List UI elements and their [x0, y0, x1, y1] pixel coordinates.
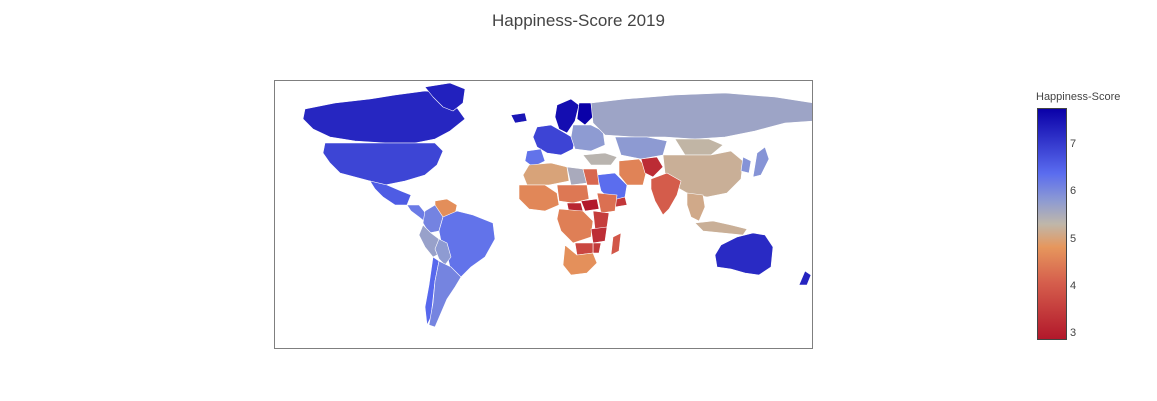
region-iran[interactable]: [618, 158, 648, 186]
region-south-sudan[interactable]: [580, 198, 600, 212]
region-egypt[interactable]: [582, 168, 600, 186]
region-madagascar[interactable]: [610, 232, 622, 256]
region-mongolia[interactable]: [674, 138, 724, 156]
chart-title: Happiness-Score 2019: [492, 11, 665, 30]
region-new-zealand[interactable]: [798, 270, 812, 286]
region-western-europe[interactable]: [532, 124, 576, 156]
region-east-africa[interactable]: [592, 210, 610, 230]
region-australia[interactable]: [714, 232, 774, 276]
region-scandinavia[interactable]: [554, 98, 580, 134]
region-iceland[interactable]: [510, 112, 528, 124]
region-canada[interactable]: [302, 90, 466, 144]
region-ethiopia[interactable]: [596, 192, 618, 214]
region-indonesia[interactable]: [694, 220, 748, 236]
colorbar-tick-label: 7: [1070, 138, 1077, 151]
region-argentina[interactable]: [428, 260, 462, 328]
colorbar-tick-label: 4: [1070, 279, 1077, 292]
region-afghanistan[interactable]: [640, 156, 664, 178]
region-kazakhstan[interactable]: [614, 136, 668, 160]
colorbar-tick-label: 6: [1070, 185, 1077, 198]
region-west-africa[interactable]: [518, 184, 560, 212]
colorbar-tick-label: 5: [1070, 232, 1077, 245]
region-finland[interactable]: [576, 102, 594, 126]
region-north-africa[interactable]: [522, 162, 570, 186]
colorbar: [1037, 108, 1067, 340]
region-turkey[interactable]: [582, 152, 618, 166]
world-map[interactable]: [275, 81, 813, 349]
region-korea[interactable]: [740, 156, 752, 174]
region-united-states[interactable]: [322, 142, 444, 186]
region-russia[interactable]: [590, 92, 813, 140]
region-southern-africa[interactable]: [562, 244, 598, 276]
region-mexico[interactable]: [369, 180, 412, 206]
region-central-africa[interactable]: [556, 208, 594, 244]
region-eastern-europe[interactable]: [570, 124, 606, 152]
map-plot-area[interactable]: [274, 80, 813, 349]
region-southeast-asia[interactable]: [686, 192, 706, 222]
colorbar-title: Happiness-Score: [1036, 91, 1121, 103]
region-malawi[interactable]: [592, 242, 602, 254]
region-tanzania[interactable]: [590, 226, 608, 244]
region-japan[interactable]: [752, 146, 770, 178]
region-greenland[interactable]: [424, 82, 466, 112]
region-india[interactable]: [650, 172, 682, 216]
colorbar-tick-label: 3: [1070, 326, 1077, 339]
